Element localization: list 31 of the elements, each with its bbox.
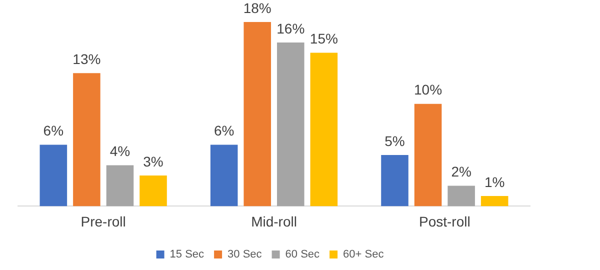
data-label: 6% (214, 122, 234, 139)
data-label: 10% (414, 82, 442, 98)
data-label: 1% (484, 174, 505, 190)
legend-label: 30 Sec (228, 248, 262, 261)
bar (310, 52, 338, 206)
data-label: 6% (43, 122, 64, 139)
x-tick-label: Pre-roll (80, 213, 126, 230)
x-tick-label: Mid-roll (251, 213, 297, 230)
bar (276, 42, 304, 206)
bar (448, 186, 475, 206)
bar (106, 165, 134, 206)
data-label: 15% (310, 30, 338, 47)
bar (480, 196, 508, 206)
data-label: 18% (243, 0, 272, 16)
bar (414, 104, 442, 206)
bar (210, 144, 238, 206)
bar (40, 144, 68, 206)
legend-label: 60+ Sec (343, 248, 384, 261)
data-label: 16% (276, 20, 305, 36)
data-label: 13% (72, 51, 101, 68)
x-tick-label: Post-roll (418, 213, 470, 230)
data-label: 2% (451, 164, 472, 180)
legend-label: 15 Sec (170, 248, 205, 261)
data-label: 4% (110, 143, 130, 160)
data-label: 3% (143, 153, 164, 170)
data-label: 5% (384, 132, 405, 149)
bar (244, 22, 272, 206)
bar (381, 155, 408, 206)
legend-label: 60 Sec (285, 248, 320, 261)
bar (73, 73, 100, 206)
bar (140, 176, 167, 206)
